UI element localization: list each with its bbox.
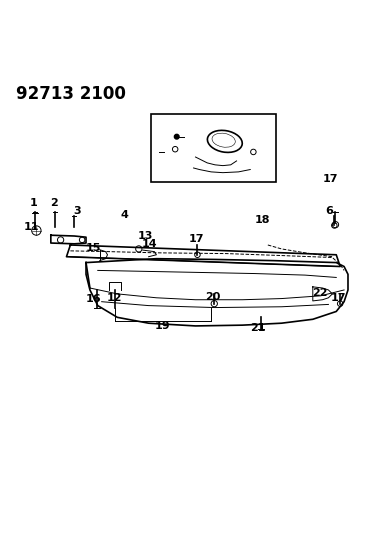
Text: 25: 25 [185,165,200,174]
Text: 18: 18 [255,215,271,224]
Text: 8: 8 [170,130,178,140]
Bar [151,114,276,182]
Text: 17: 17 [189,234,204,244]
Text: 13: 13 [138,231,153,241]
Text: 1: 1 [30,198,38,208]
Text: 17: 17 [323,174,338,183]
Text: 2: 2 [50,198,58,208]
Text: 12: 12 [106,293,122,303]
Text: 14: 14 [142,239,158,249]
Text: 16: 16 [85,294,101,304]
Text: 26: 26 [238,164,253,174]
Text: 20: 20 [204,292,220,302]
Text: 3: 3 [73,206,81,216]
Text: 19: 19 [154,321,170,331]
Circle shape [174,134,179,139]
Text: 7: 7 [249,135,257,146]
Text: 6: 6 [325,206,333,216]
Text: 10: 10 [246,146,261,156]
Text: 17: 17 [330,293,346,303]
Text: 22: 22 [312,288,328,298]
Text: 15: 15 [86,243,102,253]
Text: 11: 11 [23,222,39,232]
Text: 92713 2100: 92713 2100 [16,85,126,103]
Text: 4: 4 [120,210,128,220]
Text: 21: 21 [250,323,266,333]
Text: 9: 9 [165,143,173,154]
Text: 23: 23 [249,144,265,154]
Text: 5: 5 [155,146,163,156]
Text: 24: 24 [191,157,206,167]
